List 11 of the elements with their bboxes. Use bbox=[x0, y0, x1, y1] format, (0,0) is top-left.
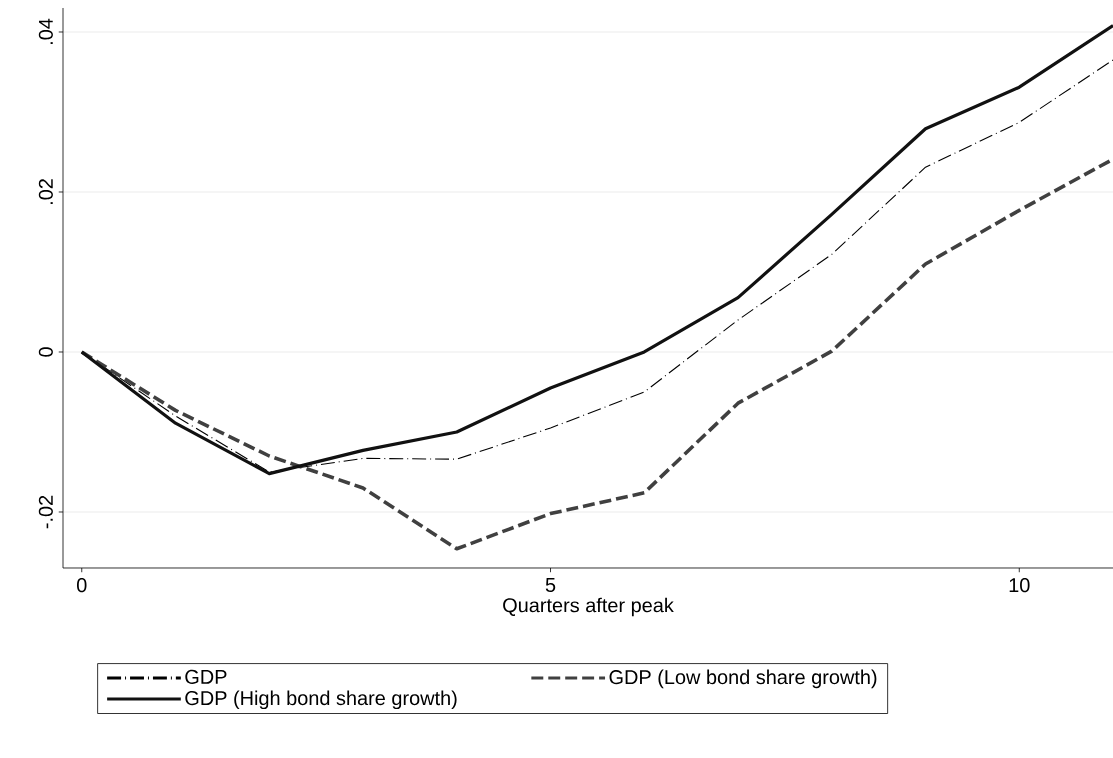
legend-label: GDP (Low bond share growth) bbox=[609, 669, 877, 689]
y-tick-label: -.02 bbox=[38, 495, 53, 529]
x-tick-label: 0 bbox=[77, 578, 87, 593]
y-tick-label: .02 bbox=[38, 179, 53, 205]
legend-label: GDP bbox=[185, 669, 227, 684]
x-axis-title: Quarters after peak bbox=[503, 597, 674, 617]
legend-label: GDP (High bond share growth) bbox=[185, 690, 457, 710]
x-tick-label: 10 bbox=[1009, 578, 1030, 593]
x-tick-label: 5 bbox=[545, 578, 556, 592]
y-tick-label: .04 bbox=[38, 18, 53, 45]
y-tick-label: 0 bbox=[38, 347, 53, 357]
